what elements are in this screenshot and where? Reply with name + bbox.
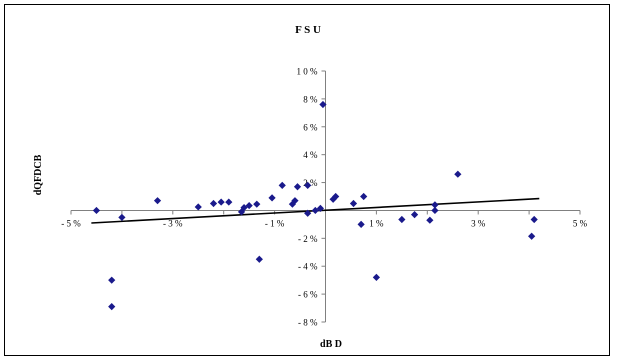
data-point [398,215,406,224]
data-point [92,206,101,215]
data-point [118,213,126,222]
data-point [108,303,116,311]
data-point [332,192,340,201]
data-point [316,204,325,212]
x-tick-label: 3 % [471,218,486,228]
scatter-chart: F S U dQFDCB dB D 1 0 % 8 % 6 % 4 % 2 % - 2 %… [33,24,588,350]
data-point [245,201,253,210]
data-point [360,192,368,201]
data-point [209,199,218,208]
data-point [225,198,233,206]
data-point [304,181,312,189]
data-point [304,209,312,217]
data-point [349,199,358,208]
axes [71,71,580,322]
chart-title: F S U [295,24,321,36]
x-axis-label: dB D [320,339,342,350]
data-point [108,276,116,284]
data-point [426,216,434,224]
x-tick-label: 1 % [369,218,384,228]
y-tick-label: 1 0 % [297,67,319,77]
y-tick-label: - 2 % [298,234,318,244]
data-point [268,194,276,202]
x-tick-label: 5 % [573,218,588,228]
x-ticks: - 5 % - 3 % - 1 % 1 % 3 % 5 % [61,210,588,228]
data-point [278,181,286,189]
data-point [194,203,202,211]
data-point [217,198,225,206]
data-point [454,170,462,178]
y-tick-label: - 8 % [298,318,318,328]
data-point [255,255,263,263]
data-point [431,206,439,215]
data-point [528,232,536,240]
data-point [293,183,302,191]
data-point [288,200,297,208]
x-tick-label: - 1 % [265,218,285,228]
data-points [92,100,538,311]
data-point [372,273,380,281]
data-point [291,197,299,205]
data-point [357,220,365,228]
x-tick-label: - 3 % [163,218,183,228]
y-tick-label: 6 % [303,122,318,132]
y-ticks: 1 0 % 8 % 6 % 4 % 2 % - 2 % - 4 % - 6 % - 8 % [297,67,326,328]
y-tick-label: - 6 % [298,290,318,300]
y-tick-label: 8 % [303,94,318,104]
data-point [253,200,261,208]
y-axis-label: dQFDCB [33,154,44,195]
data-point [410,211,419,219]
data-point [530,215,538,224]
data-point [153,197,162,205]
y-tick-label: 4 % [303,150,318,160]
data-point [431,201,439,209]
chart-frame: F S U dQFDCB dB D 1 0 % 8 % 6 % 4 % 2 % - 2 %… [4,4,610,356]
y-tick-label: 2 % [303,178,318,188]
y-tick-label: - 4 % [298,262,318,272]
data-point [319,100,327,109]
x-tick-label: - 5 % [61,218,81,228]
